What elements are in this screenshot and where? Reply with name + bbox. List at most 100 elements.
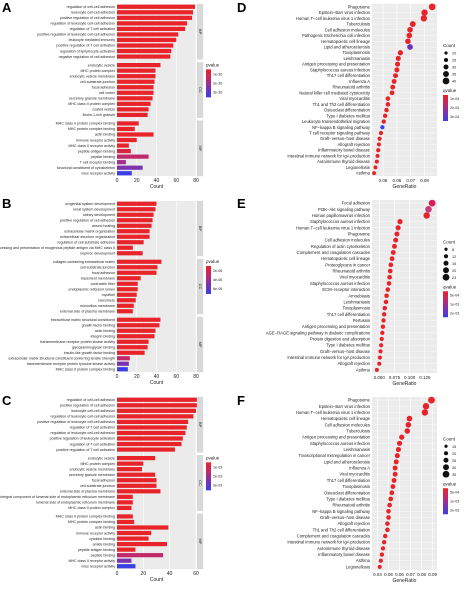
panel-a-bar <box>117 132 154 137</box>
panel-b-category-label: growth factor binding <box>82 323 115 327</box>
panel-e-dot <box>386 281 392 286</box>
panel-d-dot <box>377 136 382 141</box>
panel-a-bar <box>117 10 194 15</box>
panel-c-category-label: external side of plasma membrane <box>60 490 115 494</box>
panel-d-dot <box>405 38 411 45</box>
panel-a-legend-tick: 2e-30 <box>213 81 222 85</box>
panel-a-bar <box>117 85 154 90</box>
panel-b-category-label: endoplasmic reticulum lumen <box>68 287 115 291</box>
panel-d-x-axis-label: GeneRatio <box>393 184 417 190</box>
panel-c-bar <box>117 441 182 447</box>
panel-d-x-tick-label: 0.06 <box>393 178 402 183</box>
panel-b-bar <box>117 361 129 366</box>
panel-a-facet-label: MF <box>198 145 203 151</box>
panel-a-category-label: regulation of T cell activation <box>70 27 115 31</box>
panel-c-category-label: focal adhesion <box>92 478 115 482</box>
panel-c-legend-tick: 1e-03 <box>213 465 222 469</box>
panel-e-color-legend-tick: 1e-03 <box>450 302 459 306</box>
panel-a-legend-tick: 1e-30 <box>213 72 222 76</box>
panel-f-category-label: Legionellosis <box>346 564 370 569</box>
panel-d-category-label: Leishmaniasis <box>343 56 370 61</box>
panel-e-size-legend-dot <box>442 273 450 281</box>
panel-e-dot <box>397 219 403 225</box>
panel-a-legend-colorbar <box>206 69 211 98</box>
panel-e-x-tick-label: 0.100 <box>404 375 416 380</box>
panel-a-x-axis-label: Count <box>150 184 164 190</box>
panel-e-dot <box>381 312 387 317</box>
panel-b-category-label: glycosaminoglycan binding <box>72 345 115 349</box>
panel-c-category-label: MHC class II protein complex <box>68 506 115 510</box>
panel-b-bar <box>117 281 138 286</box>
panel-d-dot <box>374 159 379 164</box>
panel-f-category-label: Toxoplasmosis <box>343 484 370 489</box>
panel-f-size-legend-label: 30 <box>452 466 456 470</box>
panel-e-category-label: Antigen processing and presentation <box>302 324 371 329</box>
panel-a-bar <box>117 32 179 37</box>
panel-e-category-label: Proteoglycans in cancer <box>325 262 370 267</box>
panel-d-size-legend-label: 25 <box>452 59 456 63</box>
panel-d-category-label: Viral myocarditis <box>339 96 370 101</box>
panel-f-x-tick-label: 0.06 <box>395 572 404 577</box>
panel-c-x-tick-label: 0 <box>116 571 119 577</box>
panel-e-dot <box>383 299 389 305</box>
panel-e-x-tick-label: 0.050 <box>374 375 386 380</box>
panel-c-bar <box>117 553 164 558</box>
panel-f-dot <box>393 459 399 465</box>
panel-f-category-label: NF−kappa B signaling pathway <box>312 509 371 514</box>
panel-b-bar <box>117 207 156 212</box>
panel-c-bar <box>117 430 186 436</box>
panel-a-bar <box>117 37 177 43</box>
panel-e-dot <box>377 361 382 366</box>
panel-a-category-label: MHC protein complex <box>80 69 115 73</box>
panel-e-category-label: Amoebiasis <box>348 293 370 298</box>
panel-e-dot <box>374 367 379 372</box>
panel-f-category-label: Transcriptional misregulation in cancer <box>298 453 370 458</box>
panel-d-category-label: Antigen processing and presentation <box>302 62 371 67</box>
panel-a-category-label: coated vesicle <box>92 108 115 112</box>
panel-b-bar <box>117 259 162 264</box>
panel-f-category-label: Hematopoietic cell lineage <box>321 416 371 421</box>
panel-e-x-tick-label: 0.075 <box>389 375 401 380</box>
panel-e-color-legend-bar <box>443 291 448 318</box>
panel-a-legend-title: pvalue <box>206 62 220 67</box>
panel-d-category-label: Osteoclast differentiation <box>324 108 371 113</box>
panel-e-dot <box>377 355 382 360</box>
panel-e-category-label: Graft−versus−host disease <box>320 349 371 354</box>
panel-d-category-label: Asthma <box>356 171 371 176</box>
panel-b-bar <box>117 201 157 206</box>
panel-f-x-tick-label: 0.05 <box>384 572 393 577</box>
panel-e-category-label: Allograft rejection <box>338 361 371 366</box>
panel-e-category-label: Viral myocarditis <box>339 275 370 280</box>
panel-f-category-label: Human T−cell leukemia virus 1 infection <box>296 410 371 415</box>
panel-f-category-label: Osteoclast differentiation <box>324 490 371 495</box>
panel-d-category-label: Allograft rejection <box>338 142 371 147</box>
panel-d-size-legend-label: 40 <box>452 80 456 84</box>
panel-b-category-label: extracellular structure organization <box>60 235 115 239</box>
panel-f-category-label: Staphylococcus aureus infection <box>310 441 371 446</box>
panel-d-dot <box>421 9 428 16</box>
panel-b-bar <box>117 212 154 217</box>
panel-a-category-label: negative regulation of cell adhesion <box>59 55 115 59</box>
panel-c-category-label: regulation of leukocyte cell-cell adhesi… <box>50 415 115 419</box>
panel-b-category-label: integrin binding <box>91 334 115 338</box>
panel-a-legend-tick: 3e-30 <box>213 90 222 94</box>
panel-d-size-legend-label: 35 <box>452 73 456 77</box>
panel-e-category-label: ECM−receptor interaction <box>322 287 370 292</box>
panel-d-category-label: Legionellosis <box>346 165 370 170</box>
panel-f-dot <box>422 403 430 410</box>
panel-a-bar <box>117 79 155 84</box>
panel-d-category-label: NF−kappa B signaling pathway <box>312 125 371 130</box>
panel-e-dot <box>388 262 394 268</box>
panel-f-dot <box>386 508 391 514</box>
panel-c-category-label: virus receptor activity <box>81 564 115 568</box>
panel-c-facet-label: BP <box>198 422 203 428</box>
panel-e-dot <box>425 205 432 213</box>
panel-b-bar <box>117 339 149 344</box>
panel-f-color-legend-tick: 1e-03 <box>450 499 459 503</box>
panel-c-bar <box>117 530 152 536</box>
panel-e-category-label: Rheumatoid arthritis <box>333 269 370 274</box>
panel-a-bar <box>117 101 151 106</box>
panel-d-color-legend-tick: 2e-04 <box>450 106 459 110</box>
panel-c-bar <box>117 500 133 505</box>
panel-c-category-label: regulation of T cell activation <box>70 442 115 446</box>
